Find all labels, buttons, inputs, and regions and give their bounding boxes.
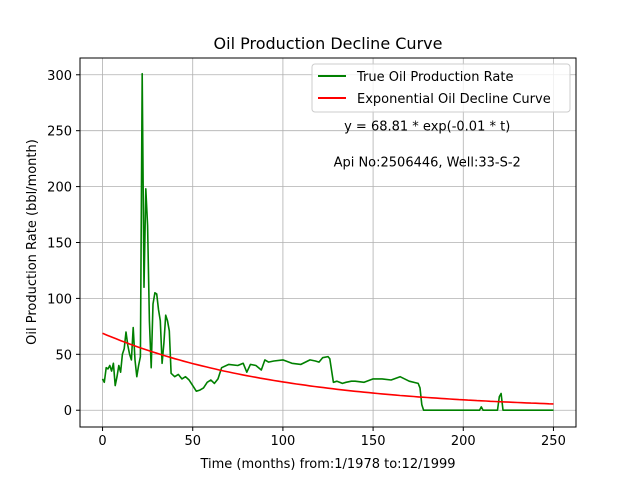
- series-layer: [101, 72, 554, 412]
- x-tick-label: 0: [98, 434, 106, 449]
- legend-label-true-rate: True Oil Production Rate: [356, 70, 513, 85]
- annotations: y = 68.81 * exp(-0.01 * t) Api No:2506446…: [334, 120, 521, 171]
- x-tick-label: 250: [541, 434, 566, 449]
- x-tick-label: 200: [451, 434, 476, 449]
- ticks: 0 50 100 150 200 250 0 50 100 150 200 250 300: [47, 69, 566, 449]
- y-tick-label: 100: [47, 292, 72, 307]
- legend-label-decline-curve: Exponential Oil Decline Curve: [357, 92, 551, 107]
- x-tick-label: 100: [270, 434, 295, 449]
- x-axis-label: Time (months) from:1/1978 to:12/1999: [199, 457, 455, 472]
- chart-title: Oil Production Decline Curve: [214, 34, 443, 53]
- y-axis-label: Oil Production Rate (bbl/month): [25, 139, 40, 345]
- legend: True Oil Production Rate Exponential Oil…: [311, 63, 571, 113]
- x-tick-label: 150: [361, 434, 386, 449]
- y-tick-label: 250: [47, 125, 72, 140]
- x-tick-label: 50: [184, 434, 201, 449]
- annotation-1: Api No:2506446, Well:33-S-2: [334, 155, 521, 170]
- annotation-0: y = 68.81 * exp(-0.01 * t): [344, 120, 510, 135]
- y-tick-label: 200: [47, 181, 72, 196]
- y-tick-label: 300: [47, 69, 72, 84]
- y-tick-label: 150: [47, 237, 72, 252]
- legend-box: [311, 63, 571, 113]
- y-tick-label: 0: [64, 404, 72, 419]
- series-line-true-rate: [101, 72, 554, 412]
- series-line-decline-curve: [102, 332, 554, 405]
- y-tick-label: 50: [55, 348, 72, 363]
